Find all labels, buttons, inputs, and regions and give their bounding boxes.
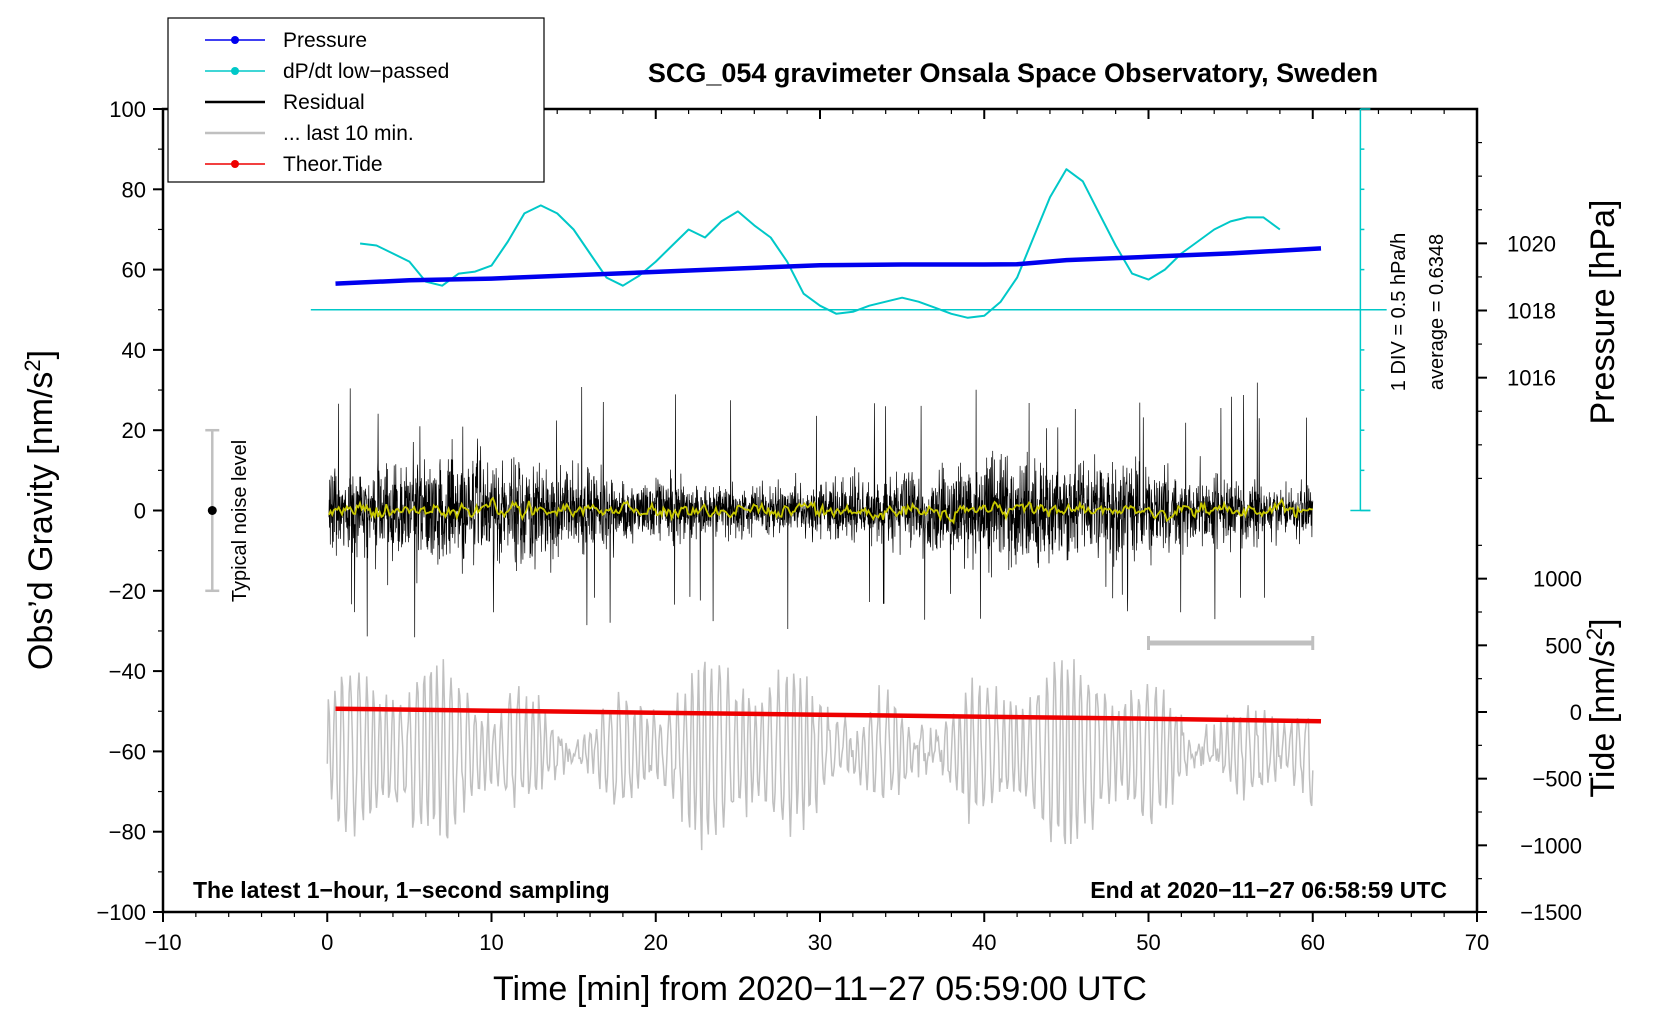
y-axis-pressure: 1020 1018 1016 — [1477, 141, 1556, 480]
legend: Pressure dP/dt low−passed Residual ... last… — [167, 17, 545, 183]
x-tick-label: 20 — [644, 930, 668, 955]
pressure-average-label: average = 0.6348 — [1426, 234, 1448, 390]
y-tick-label: −60 — [109, 739, 146, 764]
y-tick-label: −40 — [109, 659, 146, 684]
x-tick-label: 10 — [479, 930, 503, 955]
x-tick-label: 0 — [321, 930, 333, 955]
tide-tick-label: −1000 — [1520, 833, 1582, 858]
series-residual-filtered — [328, 496, 1313, 525]
pressure-tick-label: 1018 — [1507, 299, 1556, 324]
x-tick-label: 40 — [972, 930, 996, 955]
y-axis-tide: 1000 500 0 −500 −1000 −1500 — [1477, 544, 1582, 925]
y-tick-label: −100 — [96, 900, 146, 925]
y-tick-label: −80 — [109, 820, 146, 845]
legend-swatch-dot — [231, 160, 239, 168]
y-tick-label: 60 — [122, 258, 146, 283]
footer-note-right: End at 2020−11−27 06:58:59 UTC — [1090, 877, 1447, 903]
y-axis-label-tide: Tide [nm/s2] — [1582, 618, 1623, 797]
noise-bar-center — [207, 506, 217, 515]
y-axis-left: 100 80 60 40 20 0 −20 −40 −60 −80 −100 — [96, 97, 163, 925]
x-tick-label: 30 — [808, 930, 832, 955]
x-axis: −10 0 10 20 30 40 50 60 70 — [144, 109, 1489, 955]
legend-label: Theor.Tide — [283, 153, 383, 176]
legend-box — [167, 17, 545, 183]
legend-label: Pressure — [283, 29, 367, 52]
x-tick-label: 60 — [1301, 930, 1325, 955]
y-tick-label: −20 — [109, 579, 146, 604]
y-tick-label: 20 — [122, 418, 146, 443]
pressure-tick-label: 1016 — [1507, 366, 1556, 391]
x-axis-label: Time [min] from 2020−11−27 05:59:00 UTC — [493, 970, 1147, 1008]
legend-swatch-dot — [231, 36, 239, 44]
y-axis-label-gravity: Obs’d Gravity [nm/s2] — [20, 350, 61, 670]
legend-swatch-dot — [231, 67, 239, 75]
series-residual — [328, 382, 1314, 638]
x-tick-label: 50 — [1136, 930, 1160, 955]
tide-tick-label: 500 — [1545, 633, 1582, 658]
y-tick-label: 0 — [134, 499, 146, 524]
series-pressure — [335, 246, 1322, 286]
noise-level-label: Typical noise level — [229, 440, 251, 602]
legend-label: dP/dt low−passed — [283, 60, 449, 83]
series-dpdt — [359, 168, 1281, 319]
tide-tick-label: −500 — [1532, 767, 1582, 792]
footer-note-left: The latest 1−hour, 1−second sampling — [193, 877, 610, 903]
x-tick-label: −10 — [144, 930, 181, 955]
pressure-scale-label: 1 DIV = 0.5 hPa/h — [1388, 233, 1410, 391]
tide-tick-label: 1000 — [1533, 567, 1582, 592]
legend-items: Pressure dP/dt low−passed Residual ... last… — [205, 29, 449, 176]
y-tick-label: 100 — [109, 97, 146, 122]
legend-label: Residual — [283, 91, 365, 114]
tide-tick-label: 0 — [1570, 700, 1582, 725]
y-axis-label-pressure: Pressure [hPa] — [1584, 200, 1622, 425]
chart-title: SCG_054 gravimeter Onsala Space Observat… — [648, 58, 1378, 88]
legend-label: ... last 10 min. — [283, 122, 414, 145]
series-layer — [205, 108, 1387, 851]
pressure-tick-label: 1020 — [1507, 231, 1556, 256]
y-tick-label: 40 — [122, 338, 146, 363]
series-theor-tide — [335, 706, 1322, 724]
tide-tick-label: −1500 — [1520, 900, 1582, 925]
x-tick-label: 70 — [1465, 930, 1489, 955]
series-last-10-min — [326, 659, 1314, 851]
y-tick-label: 80 — [122, 177, 146, 202]
